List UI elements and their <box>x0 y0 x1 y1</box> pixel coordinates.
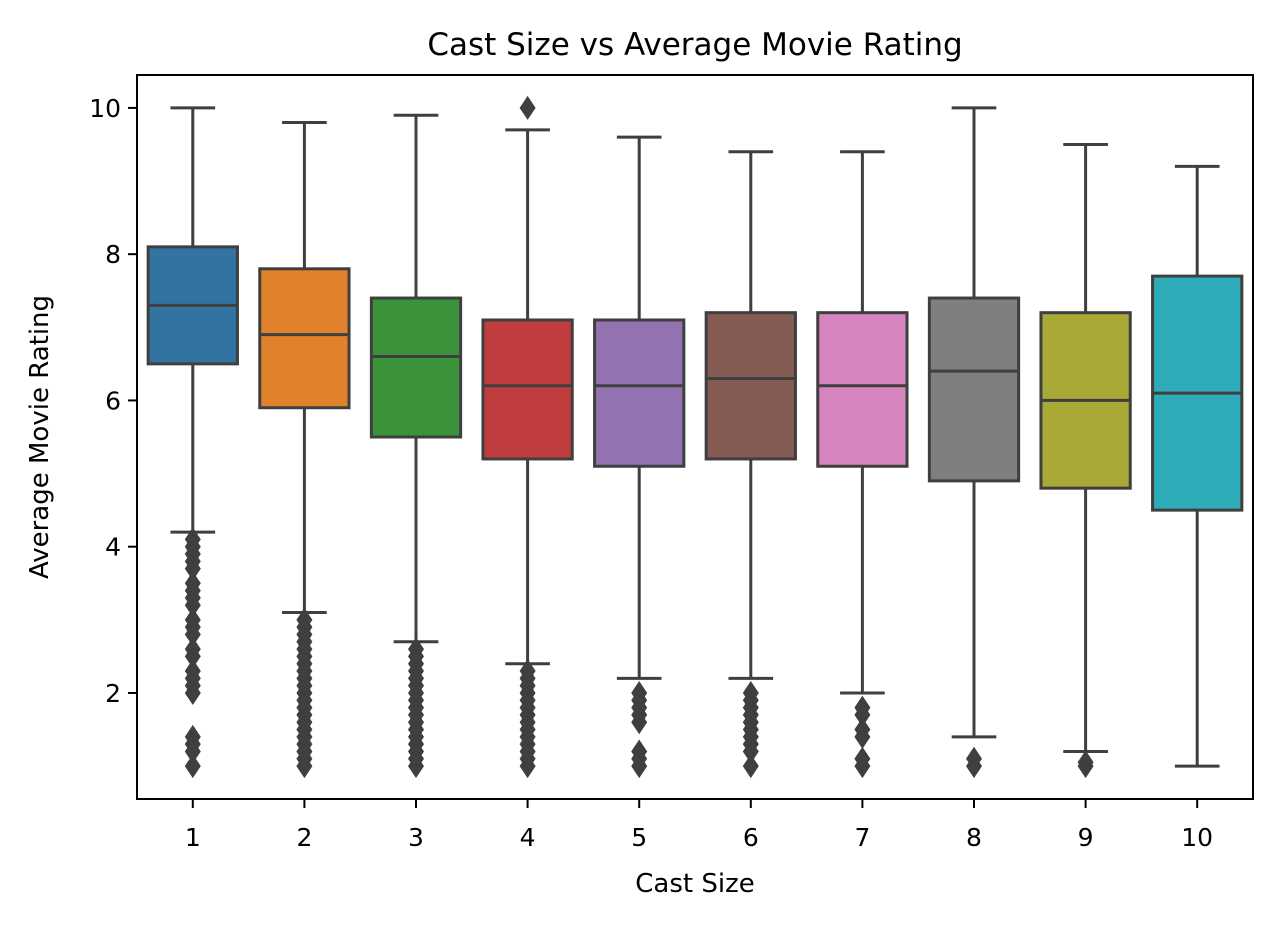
outlier-point <box>854 702 871 727</box>
box-group-6 <box>704 150 797 779</box>
box-iqr <box>369 296 463 439</box>
box-iqr <box>593 318 686 468</box>
outlier-point <box>854 724 871 749</box>
box-group-9 <box>1039 142 1132 779</box>
box-iqr <box>927 296 1021 483</box>
outlier-point <box>631 754 648 779</box>
x-tick-label: 10 <box>1181 823 1213 852</box>
y-tick-label: 6 <box>105 386 121 415</box>
x-tick-label: 8 <box>966 823 982 852</box>
y-tick-label: 10 <box>89 94 121 123</box>
x-axis: 1 2 3 4 5 6 7 8 9 10 <box>185 799 1213 852</box>
outlier-point <box>742 739 759 764</box>
box-group-7 <box>816 150 909 779</box>
y-tick-label: 8 <box>105 240 121 269</box>
box-group-5 <box>593 135 686 779</box>
y-tick-label: 4 <box>105 533 121 562</box>
outlier-point <box>184 622 201 647</box>
outlier-point <box>1077 754 1094 779</box>
box-group-3 <box>369 113 463 779</box>
box-iqr <box>816 311 909 468</box>
x-tick-label: 2 <box>296 823 312 852</box>
outlier-point <box>631 710 648 735</box>
x-tick-label: 6 <box>743 823 759 852</box>
y-axis-label: Average Movie Rating <box>25 295 55 579</box>
x-tick-label: 4 <box>520 823 536 852</box>
box-group-10 <box>1151 164 1244 768</box>
box-group-8 <box>927 106 1021 779</box>
box-iqr <box>704 311 797 461</box>
outlier-point <box>854 754 871 779</box>
y-tick-label: 2 <box>105 679 121 708</box>
box-iqr <box>481 318 574 461</box>
y-axis: 2 4 6 8 10 <box>89 94 137 708</box>
outlier-point <box>184 644 201 669</box>
outlier-point <box>966 754 982 779</box>
x-tick-label: 5 <box>631 823 647 852</box>
box-group-1 <box>146 106 239 779</box>
box-group-2 <box>258 121 351 779</box>
outlier-point <box>184 754 201 779</box>
chart-title: Cast Size vs Average Movie Rating <box>427 27 962 63</box>
outlier-point <box>184 680 201 705</box>
x-tick-label: 7 <box>854 823 870 852</box>
outlier-point <box>184 739 201 764</box>
x-tick-label: 1 <box>185 823 201 852</box>
outlier-point <box>184 593 201 618</box>
outlier-point <box>408 754 424 779</box>
plot-frame <box>136 74 1254 800</box>
outlier-point <box>296 754 313 779</box>
outlier-point <box>184 556 201 581</box>
x-tick-label: 3 <box>408 823 424 852</box>
outlier-point <box>742 754 759 779</box>
x-tick-label: 9 <box>1078 823 1094 852</box>
box-group-4 <box>481 95 574 779</box>
outlier-point <box>519 754 536 779</box>
boxes-layer <box>146 95 1244 779</box>
x-axis-label: Cast Size <box>635 869 754 899</box>
outlier-point <box>519 95 536 120</box>
box-iqr <box>258 267 351 410</box>
